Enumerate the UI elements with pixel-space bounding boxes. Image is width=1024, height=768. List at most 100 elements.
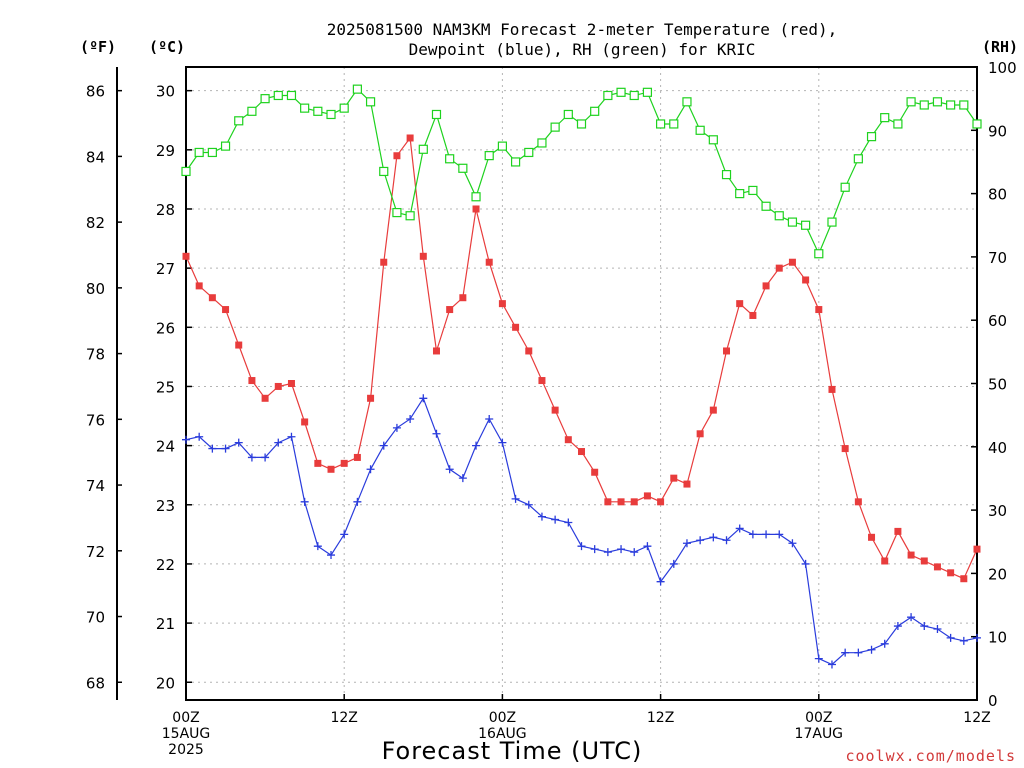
- temperature-point-57: [933, 563, 941, 571]
- rh-tick-label-70: 70: [988, 249, 1007, 267]
- celsius-tick-label-28: 28: [156, 201, 175, 219]
- x-axis-title: Forecast Time (UTC): [382, 737, 643, 765]
- celsius-tick-label-30: 30: [156, 83, 175, 101]
- temperature-point-30: [578, 448, 585, 456]
- rh-point-21: [458, 163, 468, 173]
- rh-point-8: [286, 90, 297, 101]
- x-tick-label-36-0: 12Z: [647, 710, 674, 726]
- dewpoint-point-60: [973, 633, 981, 642]
- dewpoint-point-13: [353, 497, 362, 506]
- fahrenheit-tick-label-82: 82: [86, 214, 105, 232]
- fahrenheit-tick-label-84: 84: [86, 148, 105, 166]
- celsius-unit-label: (ºC): [149, 38, 185, 56]
- rh-line: [185, 88, 978, 256]
- dewpoint-point-23: [485, 414, 494, 423]
- temperature-point-15: [380, 258, 388, 266]
- dewpoint-point-51: [854, 648, 863, 657]
- rh-point-22: [471, 192, 481, 202]
- dewpoint-point-7: [274, 438, 283, 447]
- fahrenheit-tick-label-74: 74: [86, 477, 105, 495]
- rh-point-25: [510, 157, 521, 167]
- rh-tick-label-40: 40: [988, 439, 1007, 457]
- rh-point-53: [880, 113, 890, 123]
- temperature-point-59: [960, 575, 968, 583]
- temperature-point-25: [512, 323, 520, 331]
- dewpoint-point-4: [234, 438, 243, 447]
- dewpoint-point-48: [814, 654, 823, 663]
- celsius-tick-label-21: 21: [156, 615, 175, 633]
- x-tick-label-0-1: 15AUG: [162, 726, 211, 742]
- temperature-point-14: [367, 394, 375, 402]
- rh-point-57: [932, 97, 943, 107]
- dewpoint-point-14: [366, 465, 375, 474]
- temperature-point-19: [432, 347, 440, 355]
- x-tick-label-60-0: 12Z: [963, 710, 990, 726]
- temperature-point-28: [551, 406, 559, 414]
- rh-point-3: [220, 141, 231, 151]
- chart-title-line1: 2025081500 NAM3KM Forecast 2-meter Tempe…: [327, 20, 838, 39]
- rh-point-14: [365, 97, 376, 107]
- temperature-point-50: [841, 445, 849, 453]
- rh-point-38: [682, 97, 692, 107]
- temperature-point-33: [617, 498, 625, 506]
- rh-point-39: [695, 125, 705, 135]
- temperature-point-0: [182, 252, 190, 260]
- x-tick-label-0-0: 00Z: [172, 710, 199, 726]
- dewpoint-point-32: [603, 548, 612, 557]
- rh-point-31: [590, 106, 600, 116]
- temperature-point-29: [564, 436, 572, 444]
- celsius-tick-label-29: 29: [156, 142, 175, 160]
- rh-point-29: [563, 109, 573, 120]
- chart-title-line2: Dewpoint (blue), RH (green) for KRIC: [409, 40, 756, 59]
- dewpoint-point-37: [669, 559, 678, 568]
- dewpoint-point-15: [379, 441, 388, 450]
- temperature-point-10: [314, 459, 322, 467]
- dewpoint-point-28: [551, 515, 560, 524]
- dewpoint-point-53: [880, 639, 889, 648]
- temperature-point-53: [881, 557, 889, 565]
- temperature-point-48: [815, 306, 823, 314]
- dewpoint-point-47: [801, 559, 810, 568]
- rh-point-52: [866, 132, 877, 142]
- dewpoint-point-44: [762, 530, 771, 539]
- fahrenheit-unit-label: (ºF): [80, 38, 116, 56]
- dewpoint-point-46: [788, 539, 797, 548]
- celsius-tick-label-22: 22: [156, 556, 175, 574]
- rh-point-16: [392, 207, 402, 218]
- temperature-point-51: [854, 498, 862, 506]
- temperature-point-36: [657, 498, 665, 506]
- dewpoint-point-22: [472, 441, 481, 450]
- dewpoint-point-18: [419, 394, 428, 403]
- temperature-point-46: [788, 258, 796, 266]
- dewpoint-point-57: [933, 625, 942, 634]
- rh-series: [181, 84, 982, 259]
- celsius-tick-label-23: 23: [156, 497, 175, 515]
- temperature-point-45: [775, 264, 783, 272]
- rh-point-12: [339, 103, 349, 113]
- temperature-point-58: [947, 569, 955, 577]
- temperature-point-35: [643, 492, 651, 500]
- dewpoint-point-11: [327, 551, 336, 560]
- temperature-point-27: [538, 377, 546, 385]
- temperature-point-60: [973, 545, 981, 553]
- dewpoint-line: [185, 396, 978, 666]
- rh-point-26: [524, 147, 534, 158]
- temperature-point-22: [472, 205, 480, 213]
- dewpoint-point-3: [221, 444, 230, 453]
- temperature-point-1: [195, 282, 203, 290]
- temperature-point-17: [406, 134, 414, 142]
- temperature-point-4: [235, 341, 243, 349]
- x-tick-label-48-1: 17AUG: [795, 726, 844, 742]
- temperature-point-16: [393, 152, 401, 160]
- rh-point-30: [576, 119, 587, 129]
- dewpoint-point-24: [498, 438, 507, 447]
- dewpoint-point-2: [208, 444, 217, 453]
- rh-point-54: [893, 119, 903, 129]
- temperature-point-34: [630, 498, 638, 506]
- fahrenheit-tick-label-70: 70: [86, 609, 105, 627]
- dewpoint-point-1: [195, 432, 204, 441]
- fahrenheit-tick-label-78: 78: [86, 346, 105, 364]
- rh-tick-label-0: 0: [988, 692, 998, 710]
- dewpoint-point-33: [617, 545, 626, 554]
